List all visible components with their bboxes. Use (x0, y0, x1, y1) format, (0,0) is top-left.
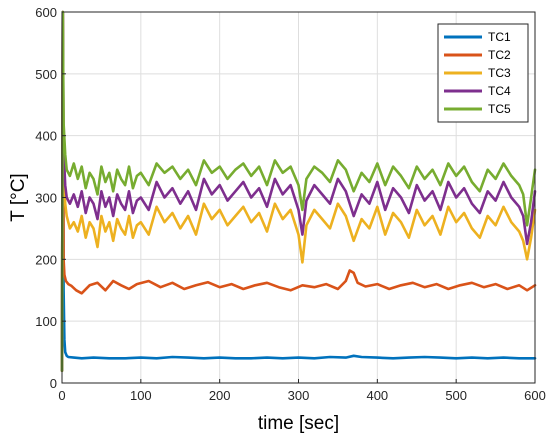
legend-label: TC5 (488, 102, 511, 116)
x-tick-label: 0 (58, 388, 65, 403)
x-tick-label: 300 (288, 388, 310, 403)
x-tick-label: 100 (130, 388, 152, 403)
legend-label: TC3 (488, 66, 511, 80)
y-tick-label: 300 (35, 191, 57, 206)
y-tick-label: 200 (35, 252, 57, 267)
legend-label: TC2 (488, 48, 511, 62)
y-tick-label: 100 (35, 314, 57, 329)
series-line-tc1 (60, 10, 537, 371)
x-tick-label: 500 (445, 388, 467, 403)
series-line-tc2 (60, 10, 537, 372)
x-tick-label: 200 (209, 388, 231, 403)
y-tick-label: 600 (35, 5, 57, 20)
y-tick-label: 500 (35, 67, 57, 82)
x-axis-label: time [sec] (258, 413, 339, 434)
series-line-tc4 (60, 10, 537, 372)
y-tick-label: 0 (50, 376, 57, 391)
legend-label: TC1 (488, 30, 511, 44)
y-axis-label: T [°C] (8, 173, 29, 221)
plot-lines (60, 10, 537, 372)
legend: TC1 TC2 TC3 TC4 TC5 (437, 23, 529, 123)
x-tick-label: 400 (366, 388, 388, 403)
y-tick-label: 400 (35, 129, 57, 144)
x-tick-label: 600 (524, 388, 546, 403)
series-line-tc5 (60, 10, 537, 372)
series-line-tc3 (60, 10, 537, 372)
legend-label: TC4 (488, 84, 511, 98)
axis-ticks: 0 100 200 300 400 500 600 0 100 200 300 400 500 600 (35, 5, 546, 403)
